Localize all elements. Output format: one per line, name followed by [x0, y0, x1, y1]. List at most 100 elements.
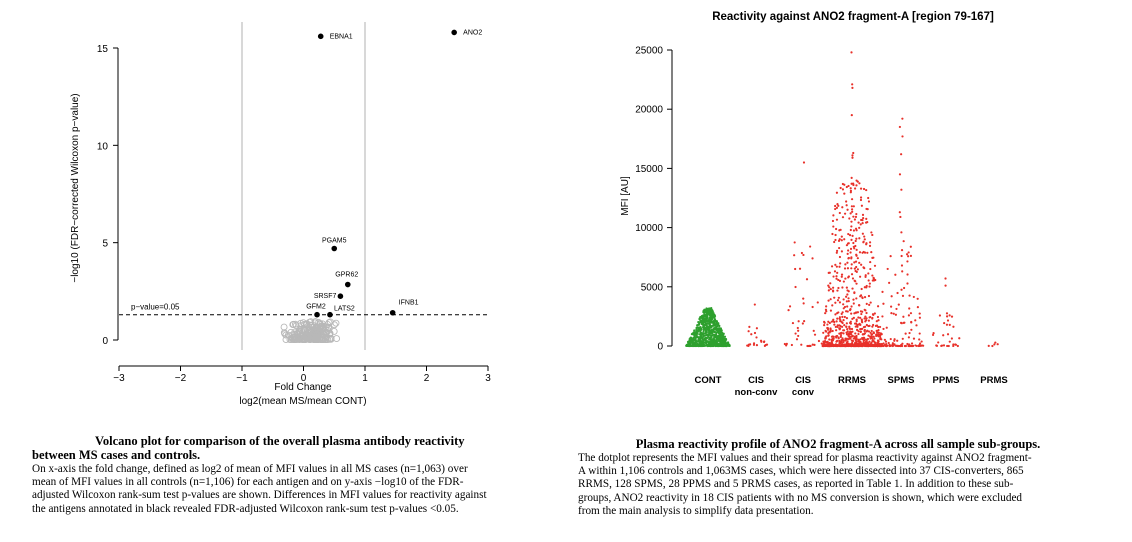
dotplot-category-label: RRMS	[838, 375, 866, 386]
dotplot-point	[723, 335, 727, 338]
dotplot-point	[697, 344, 700, 348]
dotplot-axes: 0 5000 10000 15000 20000 25000	[635, 46, 673, 353]
dotplot-point	[841, 344, 845, 347]
dotplot-point	[849, 330, 852, 333]
dotplot-point	[718, 337, 721, 340]
dotplot-point	[869, 301, 872, 304]
dotplot-point	[755, 336, 758, 339]
dotplot-point	[873, 337, 876, 340]
dotplot-point	[847, 334, 850, 338]
dotplot-point	[952, 344, 955, 348]
dotplot-point	[723, 344, 726, 348]
volcano-background-point	[311, 326, 319, 334]
dotplot-point	[848, 309, 852, 312]
dotplot-point	[805, 278, 809, 281]
dotplot-point	[794, 267, 797, 271]
dotplot-point	[956, 344, 959, 348]
dotplot-point	[847, 297, 850, 300]
dotplot-point	[841, 321, 844, 325]
dotplot-point	[798, 267, 802, 270]
dotplot-point	[839, 333, 843, 337]
dotplot-point	[942, 334, 945, 337]
dotplot-point	[711, 312, 714, 315]
dotplot-point	[864, 340, 868, 344]
dotplot-point	[870, 333, 874, 336]
dotplot-point	[946, 319, 950, 322]
dotplot-point	[853, 344, 856, 348]
dotplot-point	[837, 278, 840, 282]
volcano-background-point	[298, 329, 306, 337]
dotplot-point	[871, 274, 874, 277]
dotplot-point	[948, 340, 951, 343]
dotplot-point	[715, 320, 718, 323]
dotplot-point	[845, 185, 848, 189]
dotplot-point	[695, 326, 698, 330]
dotplot-point	[850, 263, 853, 266]
dotplot-point	[705, 342, 708, 345]
dotplot-point	[838, 341, 841, 345]
dotplot-point	[712, 327, 715, 330]
dotplot-point	[852, 215, 855, 218]
dotplot-point	[813, 333, 817, 336]
dotplot-point	[841, 315, 844, 318]
dotplot-point	[859, 330, 862, 333]
volcano-axes: −3 −2 −1 0 1 2 3 0 5 10 15	[97, 44, 491, 384]
dotplot-point	[699, 344, 702, 348]
dotplot-point	[841, 206, 844, 209]
dotplot-point	[900, 254, 903, 258]
dotplot-category-label: CIS	[795, 375, 811, 386]
dotplot-point	[900, 188, 903, 191]
dotplot-point	[908, 294, 911, 297]
dotplot-point	[898, 344, 902, 348]
dotplot-point	[807, 344, 810, 348]
dotplot-point	[916, 297, 919, 300]
dotplot-point	[876, 305, 880, 308]
dotplot-point	[907, 255, 910, 258]
dotplot-point	[909, 254, 913, 257]
dotplot-point	[944, 284, 947, 287]
dotplot-point	[842, 280, 845, 283]
dotplot-point	[851, 234, 854, 237]
dotplot-point	[843, 324, 846, 327]
dotplot-point	[845, 300, 848, 303]
dotplot-point	[901, 294, 905, 298]
dotplot-point	[863, 267, 866, 270]
dotplot-point	[728, 343, 731, 347]
dotplot-category-label: SPMS	[888, 375, 915, 386]
dotplot-point	[716, 335, 719, 338]
dotplot-point	[844, 344, 848, 348]
dotplot-point	[834, 325, 837, 328]
dotplot-point	[899, 321, 903, 324]
dotplot-point	[724, 342, 727, 346]
dotplot-point	[688, 344, 691, 348]
dotplot-point	[851, 83, 854, 86]
dotplot-point	[850, 273, 854, 276]
dotplot-point	[715, 333, 718, 336]
dotplot-point	[851, 154, 854, 157]
dotplot-point	[836, 299, 840, 302]
dotplot-point	[869, 260, 872, 264]
dotplot-point	[944, 277, 947, 280]
dotplot-point	[832, 214, 835, 217]
left-caption-title-line1: Volcano plot for comparison of the overa…	[95, 434, 465, 448]
dotplot-point	[890, 295, 893, 298]
dotplot-point	[707, 329, 710, 332]
dotplot-point	[914, 319, 917, 322]
dotplot-point	[852, 183, 855, 187]
dotplot-point	[850, 176, 853, 179]
dotplot-point	[854, 311, 857, 314]
dotplot-point	[855, 248, 858, 251]
dotplot-point	[946, 333, 950, 336]
dotplot-point	[835, 218, 839, 221]
dotplot-point	[701, 318, 704, 321]
dotplot-point	[942, 344, 946, 347]
dotplot-point	[860, 263, 863, 266]
dotplot-point	[900, 231, 903, 234]
left-caption-line: the antigens annotated in black revealed…	[32, 502, 459, 515]
volcano-point-pgam5	[331, 245, 338, 252]
dotplot-point	[865, 188, 868, 192]
dotplot-category-label: PPMS	[933, 375, 960, 386]
dotplot-point	[708, 344, 711, 347]
dotplot-point	[692, 344, 696, 347]
